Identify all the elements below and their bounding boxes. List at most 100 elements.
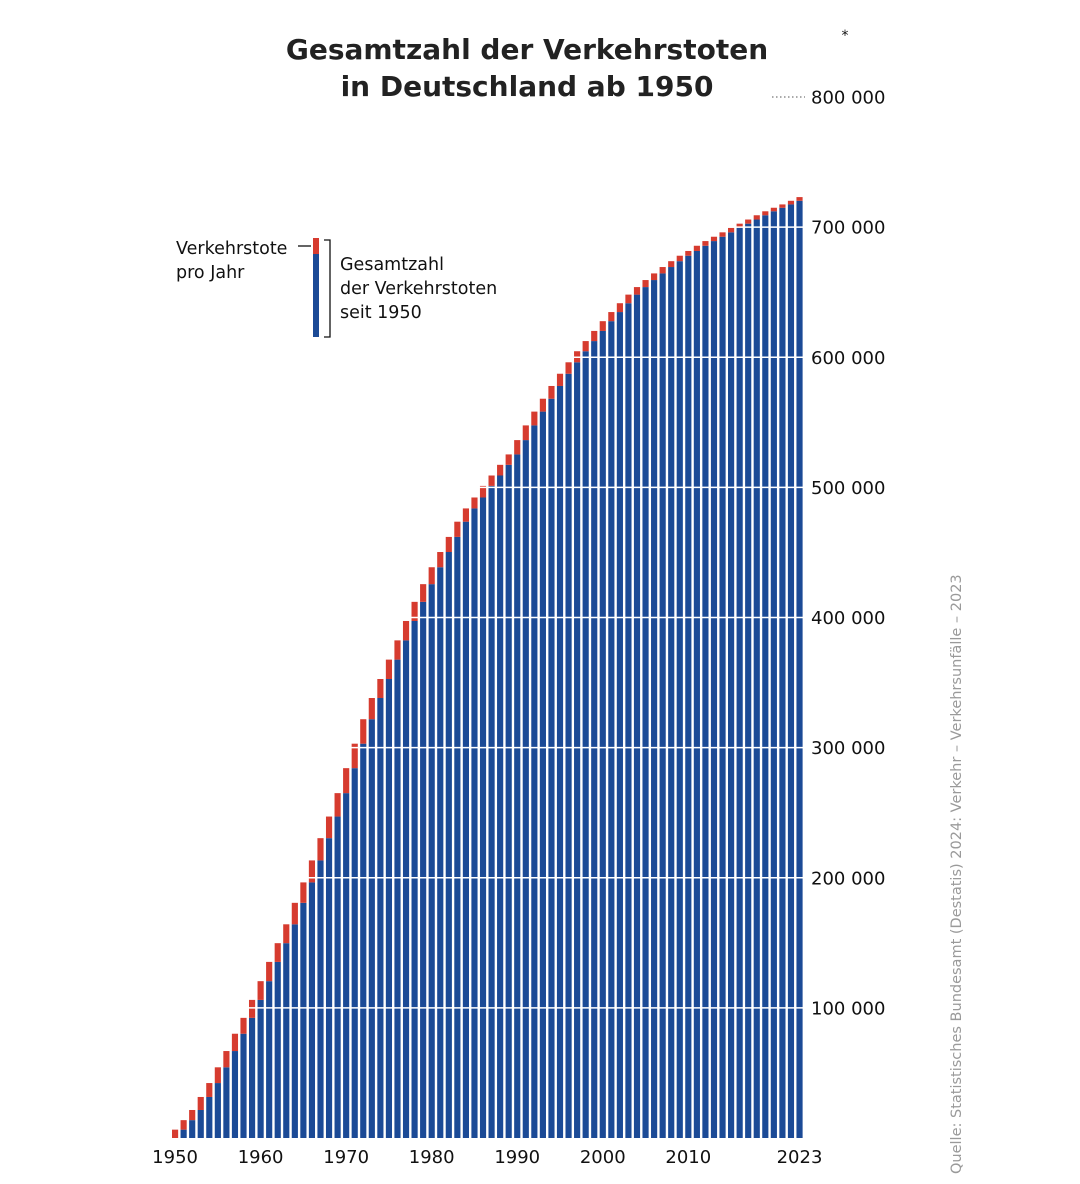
bar-cumulative-2013 <box>710 241 718 1138</box>
bar-annual-1977 <box>402 620 410 641</box>
bar-cumulative-2007 <box>659 273 666 1138</box>
bar-cumulative-1992 <box>531 425 538 1138</box>
bar-annual-1978 <box>411 601 418 621</box>
legend-cumulative-label-line1: Gesamtzahl <box>340 255 444 275</box>
bar-annual-1995 <box>556 373 564 386</box>
bar-cumulative-1997 <box>574 362 581 1138</box>
bar-annual-2000 <box>599 321 606 331</box>
bar-annual-2005 <box>642 280 649 288</box>
bar-annual-2007 <box>659 267 666 274</box>
y-axis-labels: 100 000 200 000 300 000 400 000 500 000 600 0… <box>811 88 885 1020</box>
legend-bracket <box>324 239 331 338</box>
chart-title-line1: Gesamtzahl der Verkehrstoten <box>286 33 768 66</box>
bar-annual-1994 <box>548 385 555 399</box>
bar-annual-1973 <box>368 698 375 720</box>
bar-annual-2022 <box>787 200 795 205</box>
source-note: Quelle: Statistisches Bundesamt (Destati… <box>949 574 965 1174</box>
bar-annual-2009 <box>676 255 683 262</box>
bar-cumulative-1999 <box>591 341 598 1139</box>
bar-cumulative-2001 <box>608 321 615 1138</box>
bar-annual-1954 <box>206 1083 213 1097</box>
bar-cumulative-2022 <box>787 204 795 1139</box>
bar-annual-2014 <box>719 232 726 237</box>
bar-annual-1975 <box>385 659 393 680</box>
bars-group <box>172 197 803 1139</box>
bar-cumulative-1990 <box>514 454 521 1138</box>
bar-annual-2017 <box>745 219 752 224</box>
bar-annual-2004 <box>633 287 641 295</box>
bar-cumulative-1976 <box>394 659 401 1138</box>
bar-annual-1992 <box>531 411 538 426</box>
bar-cumulative-1953 <box>197 1109 204 1138</box>
bar-annual-1982 <box>445 536 452 553</box>
bar-annual-2020 <box>770 207 777 212</box>
bar-cumulative-1959 <box>248 1017 256 1138</box>
bar-annual-1966 <box>308 860 316 883</box>
bar-cumulative-2004 <box>633 294 641 1138</box>
x-tick-label: 1990 <box>494 1147 540 1168</box>
bar-annual-1988 <box>497 464 504 476</box>
bar-cumulative-1989 <box>505 464 512 1139</box>
bar-annual-1981 <box>437 552 444 568</box>
bar-cumulative-2014 <box>719 236 726 1139</box>
bar-cumulative-1951 <box>180 1129 187 1138</box>
x-tick-label: 1950 <box>152 1147 198 1168</box>
x-axis-labels: 1950 1960 1970 1980 1990 2000 2010 2023 <box>152 1147 822 1168</box>
bar-cumulative-1955 <box>214 1083 221 1138</box>
bar-cumulative-1991 <box>522 440 529 1139</box>
bar-annual-1953 <box>197 1096 204 1110</box>
bar-annual-1984 <box>462 508 469 522</box>
bar-annual-2006 <box>651 273 658 281</box>
bar-cumulative-2010 <box>685 255 692 1139</box>
bar-cumulative-1993 <box>539 411 546 1138</box>
bar-cumulative-2005 <box>642 287 649 1139</box>
bar-cumulative-1966 <box>308 882 316 1138</box>
bar-annual-2023 <box>796 197 803 201</box>
bar-annual-1970 <box>343 768 350 794</box>
bar-annual-1965 <box>300 882 307 903</box>
bar-annual-2015 <box>728 227 735 233</box>
bar-annual-1986 <box>479 485 487 498</box>
legend-cumulative-label-line2: der Verkehrstoten <box>340 279 497 299</box>
bar-annual-1990 <box>514 440 521 455</box>
bar-cumulative-1971 <box>351 768 358 1138</box>
bar-cumulative-1988 <box>497 475 504 1138</box>
bar-annual-2013 <box>710 236 718 242</box>
bar-cumulative-1985 <box>471 508 478 1138</box>
gridlines <box>168 226 805 1009</box>
bar-cumulative-1974 <box>377 698 384 1138</box>
bar-annual-1956 <box>223 1051 230 1068</box>
bar-annual-1998 <box>582 341 589 352</box>
x-tick-label: 1960 <box>238 1147 284 1168</box>
footnote-mark: * <box>842 28 849 44</box>
legend-annual-label-line2: pro Jahr <box>176 263 245 283</box>
bar-cumulative-2011 <box>693 250 700 1139</box>
bar-annual-1993 <box>539 398 546 412</box>
bar-cumulative-1969 <box>334 816 341 1138</box>
bar-annual-1968 <box>325 816 333 839</box>
bar-cumulative-1978 <box>411 620 418 1138</box>
bar-cumulative-1964 <box>291 924 298 1138</box>
bar-annual-1951 <box>180 1120 187 1130</box>
chart-title-line2: in Deutschland ab 1950 <box>341 70 714 103</box>
bar-cumulative-2021 <box>779 207 786 1138</box>
bar-cumulative-1960 <box>257 999 264 1138</box>
bar-cumulative-2020 <box>770 211 777 1139</box>
bar-cumulative-1998 <box>582 351 589 1139</box>
bar-annual-2021 <box>779 204 786 208</box>
bar-cumulative-1967 <box>317 860 324 1138</box>
legend: Verkehrstote pro Jahr Gesamtzahl der Ver… <box>176 238 497 338</box>
bar-annual-2012 <box>702 241 709 246</box>
bar-cumulative-2002 <box>616 312 623 1138</box>
bar-cumulative-1979 <box>420 601 427 1138</box>
bar-annual-1976 <box>394 640 401 660</box>
bar-cumulative-1972 <box>360 743 367 1138</box>
y-tick-label: 500 000 <box>811 478 885 499</box>
bar-cumulative-2003 <box>625 303 632 1139</box>
bar-cumulative-1962 <box>274 961 281 1138</box>
legend-annual-swatch <box>313 238 319 254</box>
bar-annual-1999 <box>591 330 598 342</box>
bar-annual-2019 <box>762 211 769 216</box>
bar-cumulative-2009 <box>676 261 683 1138</box>
x-tick-label: 2000 <box>580 1147 626 1168</box>
